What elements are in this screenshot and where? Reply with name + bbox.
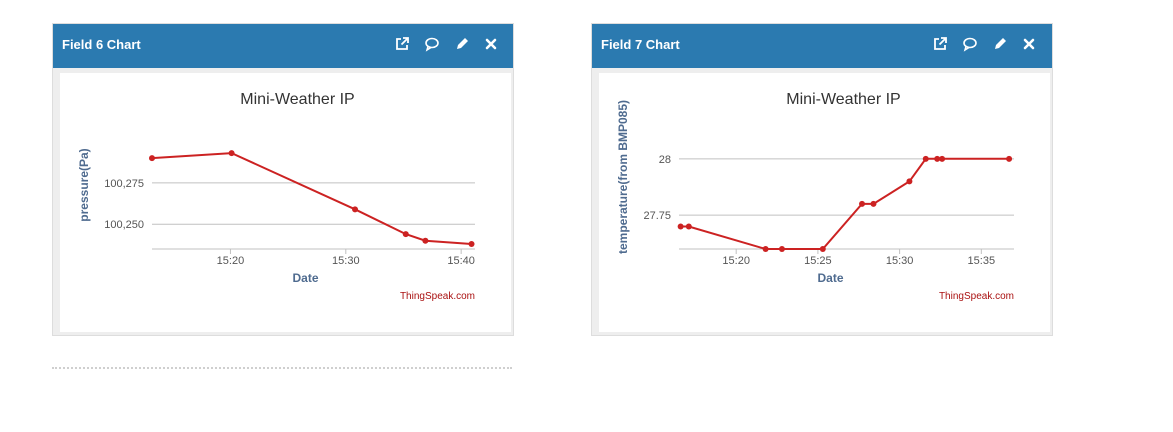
data-point [778,246,785,252]
credit-label: ThingSpeak.com [400,291,475,302]
x-tick-label: 15:20 [722,255,750,267]
chart-title: Mini-Weather IP [786,91,900,108]
y-axis-label: pressure(Pa) [77,148,91,221]
x-tick-label: 15:40 [447,255,475,267]
chart-area: Mini-Weather IP 28 27.75 15:20 15:25 15:30 15:… [599,73,1050,332]
temperature-line-chart: Mini-Weather IP 28 27.75 15:20 15:25 15:30 15:… [616,91,1014,302]
field-7-chart-widget: Field 7 Chart Mini-Weather IP 28 27.75 15:2… [591,23,1053,336]
data-point [939,155,946,162]
data-point [922,155,929,162]
data-point [422,237,429,244]
comment-icon[interactable] [424,36,440,52]
data-point [762,246,769,252]
data-point [352,206,359,213]
field-6-chart-widget: Field 6 Chart Mini-Weather IP 100,275 100,… [52,23,514,336]
external-link-icon[interactable] [932,36,948,52]
pressure-line-chart: Mini-Weather IP 100,275 100,250 15:20 15:30 1… [77,91,475,302]
data-point [906,178,913,185]
widget-title: Field 6 Chart [62,37,141,52]
data-point [934,155,941,162]
chart-title: Mini-Weather IP [240,91,354,108]
credit-label: ThingSpeak.com [939,291,1014,302]
x-tick-label: 15:20 [217,255,245,267]
data-point [870,200,877,207]
data-point [677,223,684,230]
data-point [149,155,155,162]
external-link-icon[interactable] [394,36,410,52]
widget-header: Field 7 Chart [592,24,1052,68]
comment-icon[interactable] [962,36,978,52]
y-axis-label: temperature(from BMP085) [616,100,630,254]
data-point [228,150,235,157]
x-tick-label: 15:30 [886,255,914,267]
data-point [468,241,475,248]
chart-area: Mini-Weather IP 100,275 100,250 15:20 15:30 1… [60,73,511,332]
x-axis-label: Date [292,271,318,285]
data-point [819,246,826,252]
data-point [1006,155,1013,162]
y-tick-label: 27.75 [643,210,671,222]
data-point [685,223,692,230]
series-line [680,157,1010,250]
series-line [151,152,472,245]
y-tick-label: 28 [659,154,671,166]
widget-title: Field 7 Chart [601,37,680,52]
y-tick-label: 100,250 [104,219,144,231]
y-tick-label: 100,275 [104,178,144,190]
dotted-divider [52,367,512,369]
x-tick-label: 15:30 [332,255,360,267]
data-point [402,231,409,238]
close-icon[interactable] [1021,36,1037,52]
x-tick-label: 15:35 [968,255,996,267]
x-axis-label: Date [817,271,843,285]
widget-header: Field 6 Chart [53,24,513,68]
close-icon[interactable] [483,36,499,52]
pencil-icon[interactable] [454,36,470,52]
data-point [859,200,866,207]
pencil-icon[interactable] [992,36,1008,52]
x-tick-label: 15:25 [804,255,832,267]
